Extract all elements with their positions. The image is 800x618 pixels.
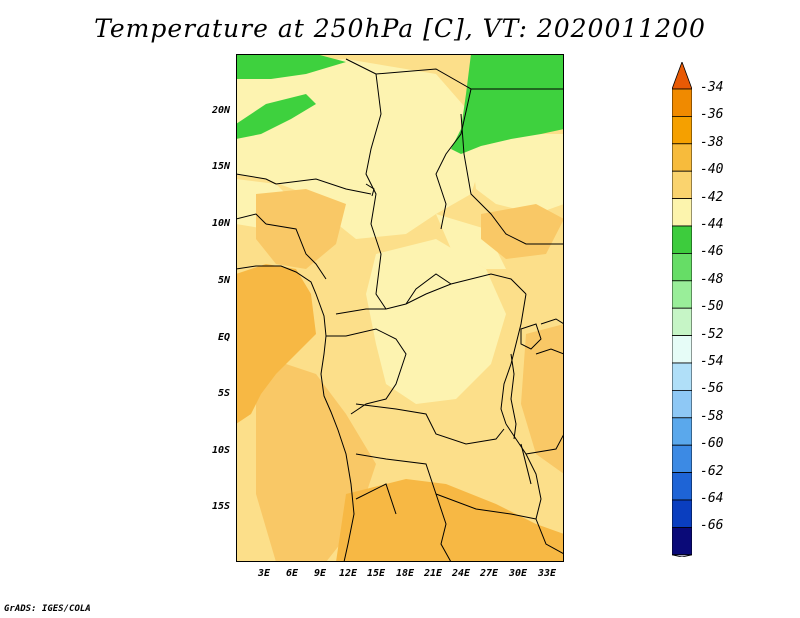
colorbar-swatch bbox=[672, 252, 692, 282]
colorbar-swatch bbox=[672, 472, 692, 501]
lon-label-15e: 15E bbox=[366, 568, 386, 579]
colorbar-label: -40 bbox=[700, 162, 724, 178]
field-south-band bbox=[336, 479, 564, 562]
field-green-northwest bbox=[236, 54, 346, 79]
colorbar-swatch bbox=[672, 143, 692, 172]
field-east-patch bbox=[481, 204, 564, 259]
country-borders bbox=[236, 58, 564, 562]
colorbar-label: -38 bbox=[700, 134, 724, 150]
colorbar-swatch bbox=[672, 170, 692, 199]
colorbar-label: -60 bbox=[700, 436, 724, 452]
lon-label-24e: 24E bbox=[451, 568, 471, 579]
colorbar-swatch bbox=[672, 116, 692, 145]
colorbar-label: -42 bbox=[700, 189, 724, 205]
lon-label-27e: 27E bbox=[479, 568, 499, 579]
colorbar-label: -66 bbox=[700, 518, 724, 534]
colorbar-label: -50 bbox=[700, 299, 724, 315]
colorbar-label: -48 bbox=[700, 271, 724, 287]
colorbar-top-arrow bbox=[672, 62, 692, 90]
colorbar-label: -46 bbox=[700, 244, 724, 260]
colorbar-label: -52 bbox=[700, 326, 724, 342]
colorbar-swatch bbox=[672, 499, 692, 528]
colorbar-swatch bbox=[672, 362, 692, 391]
colorbar-swatches bbox=[672, 62, 692, 557]
temperature-map bbox=[236, 54, 564, 562]
lat-label-15s: 15S bbox=[211, 501, 230, 512]
lat-label-15n: 15N bbox=[211, 161, 230, 172]
colorbar-swatch bbox=[672, 280, 692, 309]
colorbar-swatch bbox=[672, 526, 692, 556]
lon-label-18e: 18E bbox=[395, 568, 415, 579]
map-frame bbox=[236, 54, 564, 562]
colorbar bbox=[672, 62, 692, 557]
colorbar-label: -36 bbox=[700, 107, 724, 123]
lat-label-10s: 10S bbox=[211, 445, 230, 456]
field-gulf-of-guinea bbox=[236, 264, 316, 424]
lon-label-30e: 30E bbox=[508, 568, 528, 579]
lon-label-33e: 33E bbox=[537, 568, 557, 579]
lon-label-21e: 21E bbox=[423, 568, 443, 579]
field-green-west bbox=[236, 94, 316, 139]
colorbar-swatch bbox=[672, 307, 692, 336]
field-southeast bbox=[521, 324, 564, 474]
colorbar-swatch bbox=[672, 225, 692, 254]
field-pale-center-east bbox=[436, 214, 506, 269]
lat-label-eq: EQ bbox=[217, 332, 230, 343]
map-title: Temperature at 250hPa [C], VT: 202001120… bbox=[94, 14, 706, 43]
colorbar-label: -64 bbox=[700, 491, 724, 506]
colorbar-label: -44 bbox=[700, 217, 724, 232]
field-pale-center bbox=[366, 239, 506, 404]
lon-label-12e: 12E bbox=[338, 568, 358, 579]
colorbar-label: -56 bbox=[700, 381, 724, 397]
colorbar-swatch bbox=[672, 198, 692, 227]
colorbar-label: -54 bbox=[700, 354, 724, 369]
colorbar-label: -34 bbox=[700, 80, 724, 95]
lat-label-20n: 20N bbox=[211, 105, 230, 116]
lon-label-6e: 6E bbox=[285, 568, 299, 579]
colorbar-swatch bbox=[672, 88, 692, 117]
colorbar-bottom-arrow bbox=[672, 554, 692, 557]
field-green-northeast bbox=[451, 54, 564, 154]
field-pale-northeast bbox=[471, 134, 564, 214]
lon-label-9e: 9E bbox=[313, 568, 327, 579]
credit-text: GrADS: IGES/COLA bbox=[4, 604, 91, 614]
lat-label-10n: 10N bbox=[211, 218, 230, 229]
lakes bbox=[365, 183, 542, 485]
colorbar-label: -62 bbox=[700, 463, 724, 479]
colorbar-swatch bbox=[672, 417, 692, 446]
colorbar-label: -58 bbox=[700, 408, 724, 424]
colorbar-swatch bbox=[672, 335, 692, 364]
lon-label-3e: 3E bbox=[257, 568, 271, 579]
lat-label-5s: 5S bbox=[217, 388, 230, 399]
field-west-africa bbox=[256, 189, 346, 269]
lat-label-5n: 5N bbox=[217, 275, 230, 286]
colorbar-swatch bbox=[672, 444, 692, 474]
colorbar-swatch bbox=[672, 389, 692, 419]
